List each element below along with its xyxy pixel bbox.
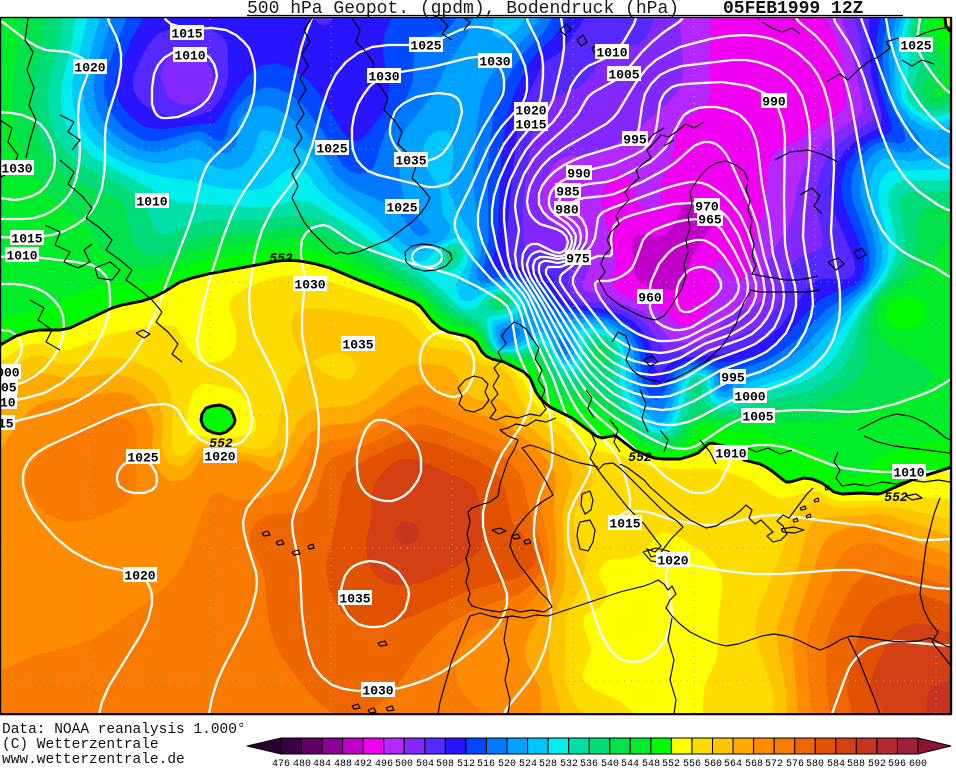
svg-text:520: 520: [498, 759, 516, 768]
svg-text:1015: 1015: [515, 118, 546, 133]
svg-text:1030: 1030: [294, 278, 325, 293]
svg-text:500: 500: [395, 759, 413, 768]
svg-text:1025: 1025: [316, 142, 347, 157]
svg-text:568: 568: [745, 759, 763, 768]
svg-text:572: 572: [765, 759, 783, 768]
svg-text:965: 965: [698, 213, 722, 228]
svg-text:985: 985: [556, 185, 580, 200]
svg-text:980: 980: [555, 203, 579, 218]
svg-text:(C) Wetterzentrale: (C) Wetterzentrale: [2, 737, 159, 753]
svg-text:975: 975: [566, 252, 590, 267]
svg-text:596: 596: [888, 759, 906, 768]
svg-text:592: 592: [868, 759, 886, 768]
svg-text:580: 580: [806, 759, 824, 768]
svg-text:476: 476: [272, 759, 290, 768]
svg-text:1015: 1015: [11, 232, 42, 247]
svg-text:1000: 1000: [0, 366, 20, 381]
svg-text:576: 576: [786, 759, 804, 768]
svg-text:540: 540: [601, 759, 619, 768]
svg-text:1015: 1015: [0, 417, 14, 432]
svg-text:552: 552: [269, 251, 293, 266]
svg-text:1030: 1030: [368, 70, 399, 85]
svg-text:1010: 1010: [174, 49, 205, 64]
svg-text:524: 524: [519, 759, 537, 768]
svg-text:1020: 1020: [124, 569, 155, 584]
svg-text:496: 496: [375, 759, 393, 768]
svg-text:508: 508: [436, 759, 454, 768]
svg-text:1025: 1025: [410, 39, 441, 54]
svg-text:1030: 1030: [479, 55, 510, 70]
svg-text:532: 532: [560, 759, 578, 768]
svg-text:588: 588: [847, 759, 865, 768]
svg-text:1035: 1035: [339, 592, 370, 607]
svg-text:970: 970: [695, 200, 719, 215]
svg-text:1005: 1005: [0, 381, 17, 396]
svg-text:528: 528: [539, 759, 557, 768]
svg-text:512: 512: [457, 759, 475, 768]
svg-text:548: 548: [642, 759, 660, 768]
svg-text:584: 584: [827, 759, 845, 768]
svg-text:488: 488: [334, 759, 352, 768]
svg-text:1020: 1020: [204, 450, 235, 465]
svg-text:552: 552: [628, 450, 652, 465]
svg-text:564: 564: [724, 759, 742, 768]
svg-text:1025: 1025: [386, 201, 417, 216]
svg-text:1010: 1010: [136, 195, 167, 210]
svg-text:05FEB1999 12Z: 05FEB1999 12Z: [723, 0, 863, 19]
svg-text:995: 995: [721, 371, 745, 386]
svg-text:552: 552: [209, 436, 233, 451]
svg-text:960: 960: [638, 291, 662, 306]
svg-text:990: 990: [567, 167, 591, 182]
svg-text:1035: 1035: [395, 154, 426, 169]
svg-text:536: 536: [580, 759, 598, 768]
svg-text:1030: 1030: [362, 684, 393, 699]
svg-text:1020: 1020: [74, 61, 105, 76]
svg-text:1025: 1025: [900, 39, 931, 54]
svg-text:www.wetterzentrale.de: www.wetterzentrale.de: [2, 752, 185, 768]
svg-text:1010: 1010: [6, 249, 37, 264]
svg-text:600: 600: [909, 759, 927, 768]
svg-text:480: 480: [293, 759, 311, 768]
svg-text:552: 552: [884, 490, 908, 505]
svg-text:1035: 1035: [342, 338, 373, 353]
svg-text:990: 990: [762, 95, 786, 110]
svg-text:1000: 1000: [734, 390, 765, 405]
svg-text:504: 504: [416, 759, 434, 768]
svg-text:995: 995: [623, 133, 647, 148]
svg-text:1005: 1005: [742, 410, 773, 425]
svg-text:552: 552: [662, 759, 680, 768]
svg-text:516: 516: [477, 759, 495, 768]
svg-text:1015: 1015: [171, 27, 202, 42]
svg-text:1015: 1015: [609, 517, 640, 532]
svg-text:1025: 1025: [127, 451, 158, 466]
svg-text:1005: 1005: [608, 68, 639, 83]
svg-text:1010: 1010: [715, 447, 746, 462]
svg-text:1020: 1020: [515, 104, 546, 119]
svg-text:492: 492: [354, 759, 372, 768]
svg-text:1010: 1010: [596, 46, 627, 61]
svg-text:560: 560: [704, 759, 722, 768]
svg-text:556: 556: [683, 759, 701, 768]
svg-text:544: 544: [621, 759, 639, 768]
svg-text:Data: NOAA reanalysis 1.000°: Data: NOAA reanalysis 1.000°: [2, 722, 246, 738]
svg-text:1010: 1010: [0, 396, 16, 411]
svg-text:484: 484: [313, 759, 331, 768]
svg-text:1010: 1010: [893, 466, 924, 481]
svg-text:500 hPa Geopot. (gpdm), Bodend: 500 hPa Geopot. (gpdm), Bodendruck (hPa): [247, 0, 679, 19]
svg-text:1030: 1030: [1, 162, 32, 177]
svg-text:1020: 1020: [657, 554, 688, 569]
